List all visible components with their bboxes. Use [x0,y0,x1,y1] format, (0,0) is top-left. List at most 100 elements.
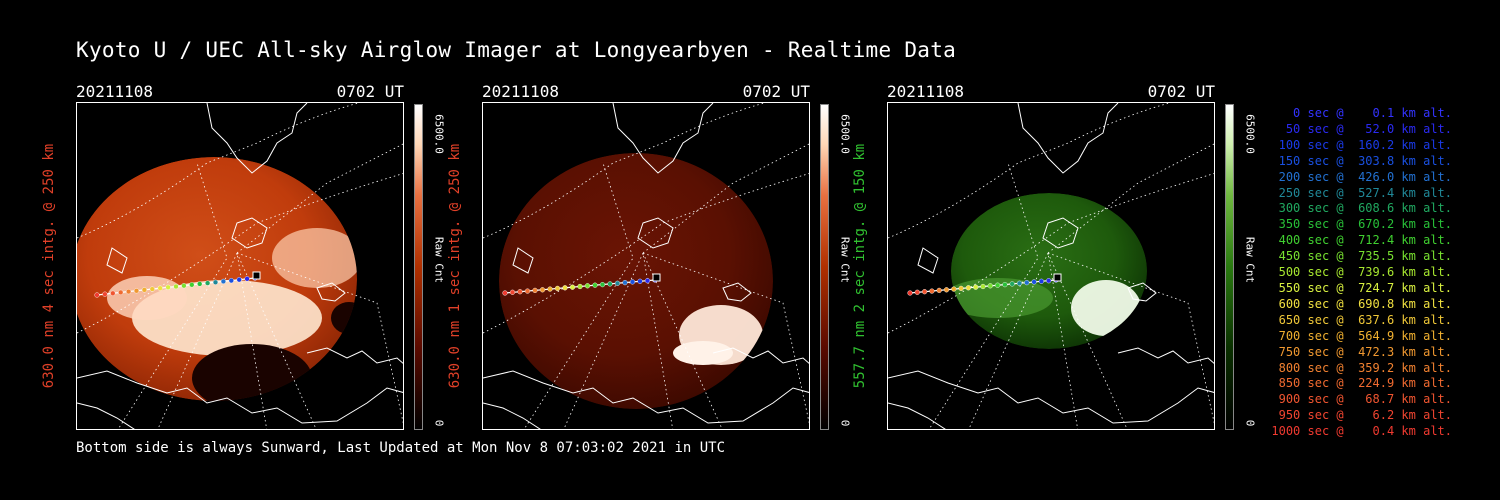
trajectory-point [133,288,140,294]
colorbar [820,104,829,430]
trajectory-point [509,289,516,295]
legend-entry: 50 sec @ 52.0 km alt. [1271,121,1452,136]
trajectory-point [502,290,508,296]
allsky-image [76,102,404,430]
legend-entry: 800 sec @ 359.2 km alt. [1271,360,1452,375]
legend-entry: 250 sec @ 527.4 km alt. [1271,185,1452,200]
imager-panel-1: 630.0 nm 4 sec intg. @ 250 km 20211108 0… [41,80,476,430]
page-title: Kyoto U / UEC All-sky Airglow Imager at … [76,38,957,62]
trajectory-point [607,281,613,287]
trajectory-point [547,286,553,292]
trajectory-point [644,278,651,284]
trajectory-point [554,285,561,292]
allsky-image [482,102,810,430]
panel-time: 0702 UT [1147,82,1215,101]
trajectory-point [965,285,972,291]
trajectory-point [141,287,148,293]
trajectory-point [980,283,986,290]
footer-status: Bottom side is always Sunward, Last Upda… [76,440,726,456]
trajectory-point [629,279,636,285]
trajectory-point [1002,282,1008,288]
trajectory-point [614,280,621,286]
trajectory-point [577,283,583,290]
legend-entry: 650 sec @ 637.6 km alt. [1271,312,1452,327]
colorbar-unit-label: Raw Cnt [1243,236,1257,284]
trajectory-point [592,282,598,288]
legend-entry: 900 sec @ 68.7 km alt. [1271,392,1452,407]
trajectory-point [102,291,108,297]
trajectory-point [921,289,928,295]
trajectory-point [197,281,203,287]
trajectory-point [929,288,935,294]
colorbar-min-label: 0 [1243,419,1257,427]
trajectory-point [228,278,234,284]
imager-panel-2: 630.0 nm 1 sec intg. @ 250 km 20211108 0… [447,80,882,430]
trajectory-point [173,283,179,290]
trajectory-point [532,287,538,294]
trajectory-point [943,287,950,293]
colorbar [414,104,423,430]
trajectory-point [236,277,242,283]
trajectory-point [599,282,606,288]
allsky-image [887,102,1215,430]
legend-entry: 400 sec @ 712.4 km alt. [1271,233,1452,248]
trajectory-point [1046,278,1052,284]
trajectory-point [1031,279,1037,285]
panel-date: 20211108 [76,82,154,101]
imager-panel-3: 557.7 nm 2 sec intg. @ 150 km 20211108 0… [852,80,1287,430]
panel-date: 20211108 [887,82,965,101]
trajectory-point [951,286,957,292]
trajectory-point [125,289,132,295]
trajectory-point [212,279,219,285]
legend-entry: 950 sec @ 6.2 km alt. [1271,408,1452,423]
legend-entry: 450 sec @ 735.5 km alt. [1271,249,1452,264]
trajectory-point [1038,278,1045,284]
trajectory-point [1009,281,1015,287]
trajectory-point [118,289,124,296]
trajectory-point [569,284,576,290]
legend-entry: 300 sec @ 608.6 km alt. [1271,201,1452,216]
trajectory-point [94,292,100,298]
trajectory-point [907,290,913,296]
trajectory-point [637,278,643,284]
colorbar-max-label: 6500.0 [1243,114,1257,154]
panel-time: 0702 UT [336,82,404,101]
legend-entry: 550 sec @ 724.7 km alt. [1271,280,1452,295]
trajectory-point [936,287,942,294]
legend-entry: 200 sec @ 426.0 km alt. [1271,169,1452,184]
panel-filter-label: 630.0 nm 4 sec intg. @ 250 km [41,143,57,389]
trajectory-legend: 0 sec @ 0.1 km alt. 50 sec @ 52.0 km alt… [1262,106,1452,440]
legend-entry: 100 sec @ 160.2 km alt. [1271,137,1452,152]
panel-time: 0702 UT [742,82,810,101]
trajectory-point [914,289,920,295]
trajectory-point [244,276,250,282]
trajectory-point [165,284,171,290]
legend-entry: 750 sec @ 472.3 km alt. [1271,344,1452,359]
legend-entry: 850 sec @ 224.9 km alt. [1271,376,1452,391]
legend-entry: 700 sec @ 564.9 km alt. [1271,328,1452,343]
colorbar [1225,104,1234,430]
trajectory-point [539,287,546,293]
panel-filter-label: 630.0 nm 1 sec intg. @ 250 km [447,143,463,389]
trajectory-point [562,285,568,291]
trajectory-point [149,286,155,292]
trajectory-point [584,283,591,289]
trajectory-point [189,282,195,288]
trajectory-point [958,285,964,292]
trajectory-point [205,280,211,286]
legend-entry: 600 sec @ 690.8 km alt. [1271,296,1452,311]
legend-entry: 350 sec @ 670.2 km alt. [1271,217,1452,232]
trajectory-point [994,282,1001,288]
trajectory-point [517,289,523,295]
legend-entry: 500 sec @ 739.6 km alt. [1271,265,1452,280]
panel-filter-label: 557.7 nm 2 sec intg. @ 150 km [852,143,868,389]
trajectory-point [524,288,531,294]
legend-entry: 150 sec @ 303.8 km alt. [1271,153,1452,168]
trajectory-point [220,278,227,285]
trajectory-point [973,284,979,290]
legend-entry: 1000 sec @ 0.4 km alt. [1271,424,1452,439]
trajectory-point [110,290,116,296]
trajectory-point [1016,280,1023,286]
trajectory-point [622,280,628,286]
panel-date: 20211108 [482,82,560,101]
